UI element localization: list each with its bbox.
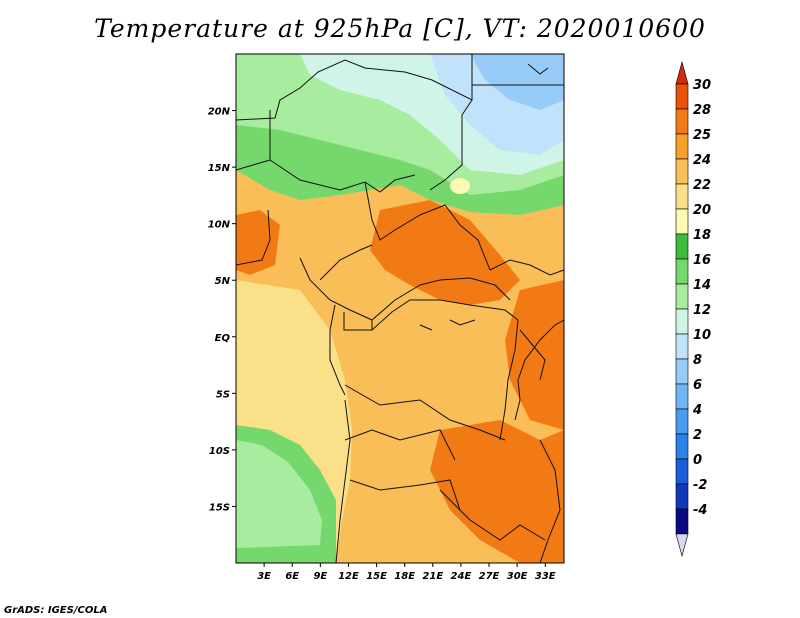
lon-tick-label: 24E — [451, 571, 472, 582]
border-lake-victoria — [519, 329, 546, 381]
temperature-field — [236, 54, 564, 563]
lat-tick-label: 20N — [208, 107, 231, 118]
latitude-axis: 20N 15N 10N 5N EQ 5S 10S 15S — [208, 107, 236, 513]
colorbar-label: 4 — [692, 403, 702, 418]
map-title: Temperature at 925hPa [C], VT: 202001060… — [94, 14, 706, 43]
map-frame — [235, 53, 565, 564]
border-river-2 — [419, 324, 433, 331]
lat-tick-label: 5S — [216, 389, 230, 400]
colorbar-label: 20 — [693, 203, 711, 218]
lat-tick-label: 15S — [209, 502, 230, 513]
field-chad-pocket — [450, 178, 470, 194]
border-angola — [344, 429, 456, 461]
border-nigeria-chad — [364, 181, 491, 271]
lon-tick-label: 15E — [366, 571, 387, 582]
colorbar-label: 25 — [693, 128, 711, 143]
lon-tick-label: 27E — [479, 571, 500, 582]
colorbar-swatch — [675, 158, 689, 185]
field-northeast-blue-dark — [470, 54, 564, 110]
colorbar-label: 28 — [693, 103, 711, 118]
border-westafrica — [236, 209, 271, 266]
border-car — [419, 277, 511, 301]
colorbar-label: -2 — [693, 478, 707, 493]
colorbar-swatch — [675, 183, 689, 210]
field-se-atlantic-light — [236, 440, 322, 548]
lon-tick-label: 33E — [535, 571, 556, 582]
border-mozambique — [539, 439, 561, 563]
border-coast-sw — [335, 399, 351, 563]
border-drc-south — [344, 384, 506, 441]
colorbar-label: 10 — [693, 328, 711, 343]
colorbar-swatch — [675, 208, 689, 235]
colorbar-label: 2 — [693, 428, 702, 443]
border-congo-north — [371, 299, 519, 331]
colorbar-swatch — [675, 508, 689, 535]
lon-tick-label: 12E — [338, 571, 359, 582]
colorbar-swatch — [675, 383, 689, 410]
lat-tick-label: 10S — [209, 446, 230, 457]
colorbar-label: 12 — [693, 303, 711, 318]
colorbar-swatch — [675, 458, 689, 485]
colorbar-label: 18 — [693, 228, 711, 243]
border-namibia — [349, 479, 461, 511]
longitude-axis: 3E 6E 9E 12E 15E 18E 21E 24E 27E 30E 33E — [257, 563, 556, 582]
colorbar-max-triangle — [675, 60, 689, 85]
country-borders — [236, 54, 564, 563]
colorbar-swatch — [675, 308, 689, 335]
border-lake-edge — [514, 319, 564, 421]
lon-tick-label: 18E — [394, 571, 415, 582]
colorbar-label: -4 — [693, 503, 707, 518]
colorbar-label: 22 — [693, 178, 711, 193]
colorbar-label: 16 — [693, 253, 711, 268]
field-hot-southeast — [430, 420, 564, 563]
colorbar-label: 8 — [693, 353, 702, 368]
border-coast-gabon — [329, 304, 346, 396]
colorbar-swatch — [675, 283, 689, 310]
colorbar-swatch — [675, 108, 689, 135]
lon-tick-label: 9E — [313, 571, 327, 582]
colorbar-min-triangle — [675, 533, 689, 558]
colorbar-label: 30 — [693, 78, 711, 93]
colorbar-swatch — [675, 483, 689, 510]
border-zambia — [439, 489, 546, 541]
colorbar-swatch — [675, 133, 689, 160]
border-great-lakes — [499, 319, 519, 441]
field-hot-central — [370, 200, 520, 305]
lon-tick-label: 3E — [257, 571, 271, 582]
colorbar-label: 0 — [693, 453, 702, 468]
lat-tick-label: 15N — [208, 163, 231, 174]
border-north — [236, 54, 473, 121]
colorbar-swatch — [675, 83, 689, 110]
border-cameroon — [299, 257, 421, 321]
credit-label: GrADS: IGES/COLA — [4, 605, 107, 616]
border-red-sea — [527, 63, 549, 75]
colorbar-swatch — [675, 258, 689, 285]
border-sudan-south — [489, 259, 564, 276]
colorbar-swatch — [675, 358, 689, 385]
lat-tick-label: EQ — [215, 333, 231, 344]
colorbar-swatch — [675, 433, 689, 460]
colorbar-label: 24 — [693, 153, 711, 168]
colorbar-swatch — [675, 408, 689, 435]
lon-tick-label: 21E — [422, 571, 443, 582]
colorbar-swatch — [675, 333, 689, 360]
border-gabon — [343, 312, 373, 331]
lat-tick-label: 10N — [208, 220, 231, 231]
border-libya-chad — [429, 99, 473, 191]
lon-tick-label: 6E — [285, 571, 299, 582]
colorbar-swatch — [675, 233, 689, 260]
border-river-1 — [449, 319, 476, 326]
colorbar-label: 6 — [693, 378, 702, 393]
colorbar-label: 14 — [693, 278, 711, 293]
border-coast-guinea — [319, 244, 373, 281]
lon-tick-label: 30E — [507, 571, 528, 582]
lat-tick-label: 5N — [215, 276, 231, 287]
